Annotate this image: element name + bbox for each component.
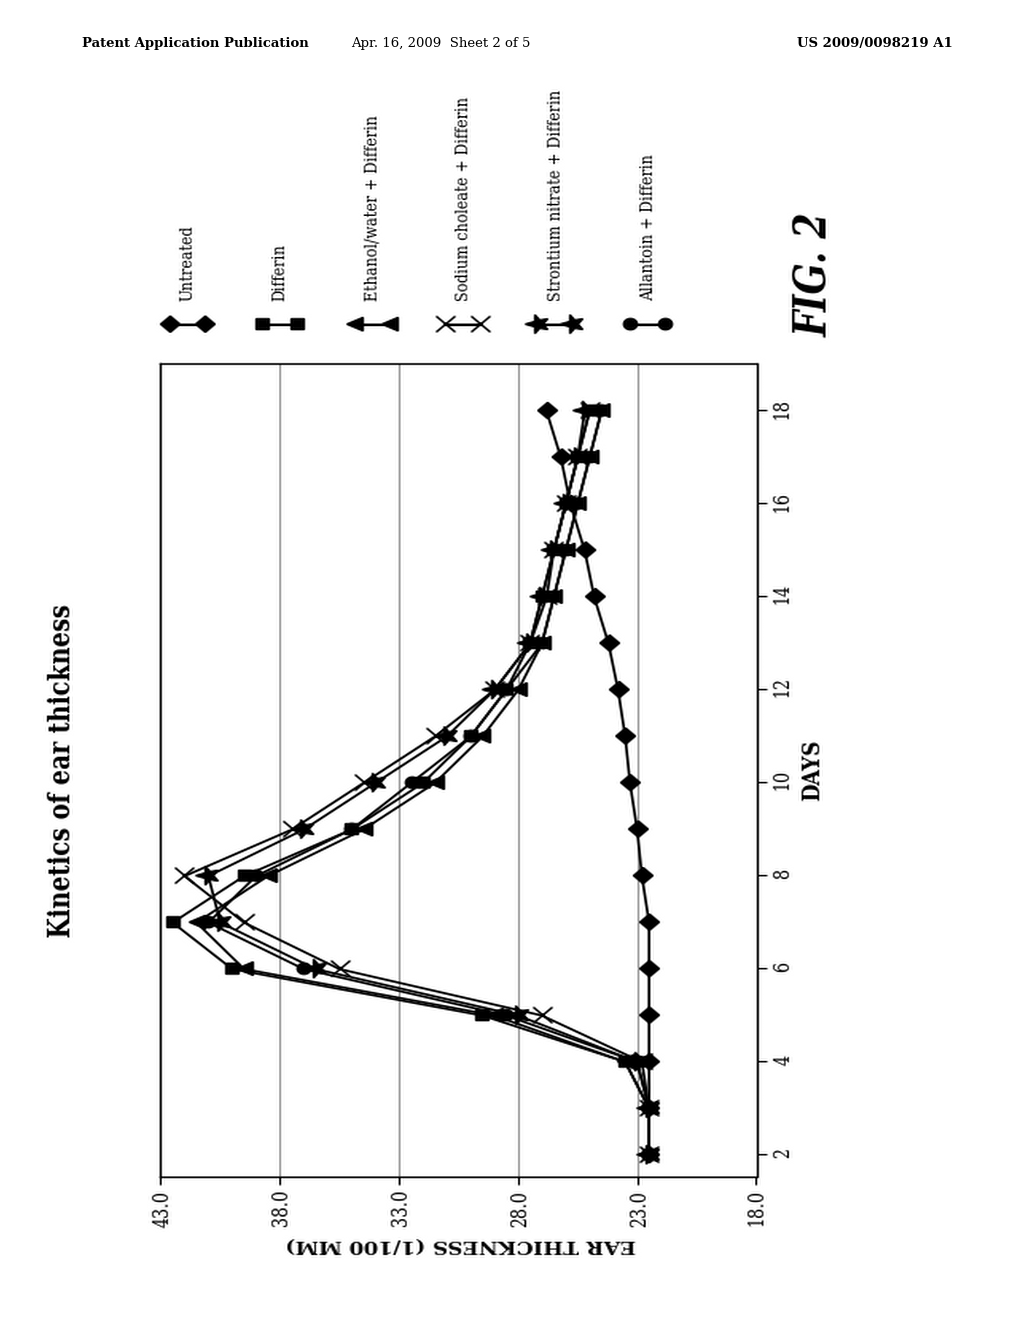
Text: Apr. 16, 2009  Sheet 2 of 5: Apr. 16, 2009 Sheet 2 of 5 [350,37,530,50]
Text: US 2009/0098219 A1: US 2009/0098219 A1 [797,37,952,50]
Text: Patent Application Publication: Patent Application Publication [82,37,308,50]
